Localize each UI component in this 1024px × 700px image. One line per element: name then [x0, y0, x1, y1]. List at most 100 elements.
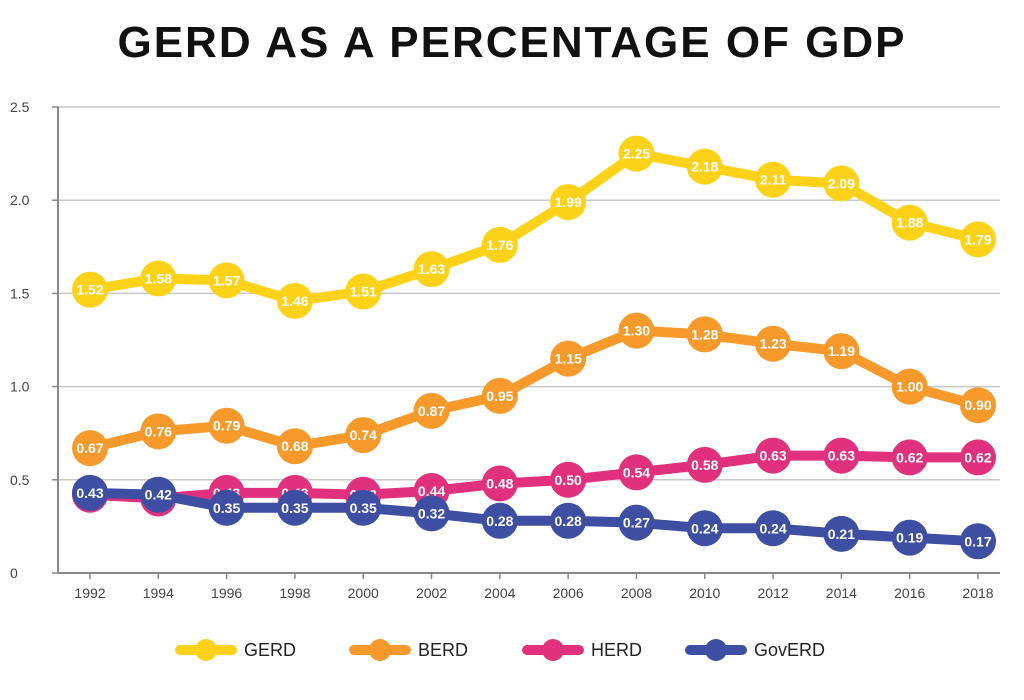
x-tick-label: 2014: [826, 585, 857, 601]
data-point-berd: [413, 392, 450, 429]
legend-item-berd: BERD: [349, 639, 468, 661]
axes: 0 0.5 1.0 1.5 2.0 2.5 1992 1994 1996 1998 2000 2002…: [10, 99, 1000, 601]
data-point-berd: [276, 428, 313, 465]
data-point-goverd: [550, 502, 587, 539]
legend-item-goverd: GovERD: [685, 639, 825, 661]
data-point-berd: [140, 413, 177, 450]
data-point-gerd: [140, 260, 177, 297]
data-point-herd: [823, 437, 860, 474]
data-point-goverd: [823, 515, 860, 552]
data-point-herd: [891, 439, 928, 476]
data-point-goverd: [345, 489, 382, 526]
data-label-herd: 0.62: [896, 449, 923, 465]
data-label-gerd: 1.46: [281, 293, 308, 309]
data-label-gerd: 1.76: [486, 237, 513, 253]
x-tick-label: 2000: [348, 585, 379, 601]
data-point-gerd: [72, 271, 108, 308]
data-point-berd: [618, 312, 655, 349]
data-label-goverd: 0.19: [896, 530, 923, 546]
data-point-gerd: [550, 184, 587, 221]
data-point-gerd: [891, 204, 928, 241]
data-point-goverd: [413, 495, 450, 532]
data-label-goverd: 0.24: [759, 520, 786, 536]
y-tick-label: 0: [10, 565, 18, 581]
data-point-goverd: [686, 510, 723, 547]
data-label-berd: 1.30: [623, 323, 650, 339]
data-point-goverd: [960, 523, 996, 560]
data-label-berd: 0.79: [213, 418, 240, 434]
data-point-gerd: [960, 221, 996, 258]
data-label-gerd: 2.18: [691, 159, 718, 175]
data-label-goverd: 0.43: [76, 485, 103, 501]
data-label-berd: 1.23: [759, 336, 786, 352]
data-point-berd: [960, 387, 996, 424]
data-label-berd: 0.76: [145, 423, 172, 439]
data-point-herd: [481, 465, 518, 502]
x-tick-label: 2002: [416, 585, 447, 601]
x-tick-label: 2016: [894, 585, 925, 601]
data-point-gerd: [481, 226, 518, 263]
data-label-herd: 0.50: [555, 472, 582, 488]
data-point-berd: [72, 430, 108, 467]
data-label-goverd: 0.35: [213, 500, 240, 516]
data-point-gerd: [618, 135, 655, 172]
data-label-goverd: 0.32: [418, 505, 445, 521]
legend-item-herd: HERD: [522, 639, 642, 661]
data-point-gerd: [686, 148, 723, 185]
data-label-herd: 0.63: [828, 448, 855, 464]
series-goverd: 0.43 0.42 0.35 0.35 0.35 0.32 0.28 0.28 0.27 0.24…: [72, 474, 996, 560]
data-label-goverd: 0.42: [145, 487, 172, 503]
data-label-gerd: 1.99: [555, 194, 582, 210]
data-label-berd: 0.95: [486, 388, 513, 404]
data-label-goverd: 0.28: [555, 513, 582, 529]
data-label-goverd: 0.28: [486, 513, 513, 529]
data-point-herd: [755, 437, 792, 474]
data-point-berd: [550, 340, 587, 377]
data-point-goverd: [72, 474, 108, 511]
data-label-berd: 1.00: [896, 379, 923, 395]
data-label-goverd: 0.35: [350, 500, 377, 516]
data-label-berd: 0.90: [964, 397, 991, 413]
x-tick-label: 2010: [689, 585, 720, 601]
data-label-goverd: 0.24: [691, 520, 718, 536]
legend-label: BERD: [418, 640, 468, 660]
data-point-berd: [686, 316, 723, 353]
series-lines: 1.52 1.58 1.57 1.46 1.51 1.63 1.76 1.99 2.25 2.18…: [72, 135, 996, 560]
data-label-gerd: 1.51: [350, 284, 377, 300]
data-label-gerd: 1.63: [418, 261, 445, 277]
legend: GERD BERD HERD GovERD: [175, 639, 825, 661]
x-tick-label: 2006: [553, 585, 584, 601]
data-label-gerd: 2.25: [623, 146, 650, 162]
data-point-herd: [960, 439, 996, 476]
y-tick-label: 2.0: [10, 192, 30, 208]
data-point-gerd: [413, 251, 450, 288]
data-label-gerd: 2.09: [828, 175, 855, 191]
data-label-berd: 0.67: [76, 440, 103, 456]
legend-swatch-marker: [369, 639, 391, 661]
data-label-goverd: 0.17: [964, 533, 991, 549]
x-tick-label: 2004: [484, 585, 515, 601]
legend-label: HERD: [591, 640, 642, 660]
data-point-berd: [345, 417, 382, 454]
data-label-herd: 0.48: [486, 476, 513, 492]
y-tick-label: 0.5: [10, 472, 30, 488]
data-label-herd: 0.54: [623, 464, 650, 480]
x-tick-label: 2012: [757, 585, 788, 601]
y-tick-label: 1.0: [10, 379, 30, 395]
data-point-goverd: [140, 476, 177, 513]
data-label-berd: 0.74: [350, 427, 377, 443]
series-berd: 0.67 0.76 0.79 0.68 0.74 0.87 0.95 1.15 1.30 1.28…: [72, 312, 996, 467]
data-label-gerd: 1.79: [964, 231, 991, 247]
data-label-goverd: 0.27: [623, 515, 650, 531]
data-label-herd: 0.44: [418, 483, 445, 499]
data-point-gerd: [823, 165, 860, 202]
data-point-berd: [823, 333, 860, 370]
data-point-herd: [618, 454, 655, 491]
data-label-gerd: 1.58: [145, 270, 172, 286]
data-point-gerd: [755, 161, 792, 198]
x-tick-label: 2018: [962, 585, 993, 601]
data-label-gerd: 1.52: [76, 282, 103, 298]
data-label-herd: 0.58: [691, 457, 718, 473]
